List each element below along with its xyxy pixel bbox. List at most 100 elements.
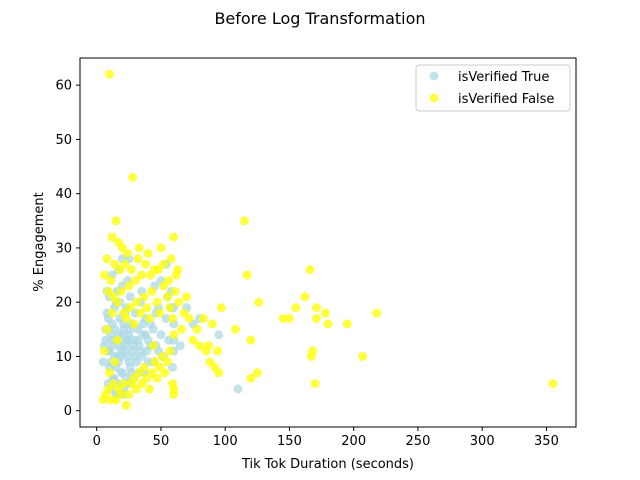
legend-frame xyxy=(415,64,571,112)
y-tick-label: 0 xyxy=(64,404,72,419)
data-point-isverified-false xyxy=(169,232,179,242)
data-point-isverified-false xyxy=(134,243,144,253)
data-point-isverified-false xyxy=(195,341,204,351)
data-point-isverified-false xyxy=(124,389,134,399)
data-point-isverified-false xyxy=(110,357,120,367)
data-point-isverified-false xyxy=(204,341,213,351)
data-point-isverified-false xyxy=(311,303,321,313)
data-point-isverified-false xyxy=(165,346,175,356)
data-point-isverified-false xyxy=(125,303,135,313)
data-point-isverified-false xyxy=(133,254,143,264)
x-tick-label: 300 xyxy=(470,434,495,449)
x-tick-label: 350 xyxy=(534,434,559,449)
data-point-isverified-false xyxy=(116,389,126,399)
data-point-isverified-false xyxy=(216,303,226,313)
legend-marker-isverified-true xyxy=(429,71,439,81)
legend-marker-isverified-false xyxy=(429,93,439,103)
data-point-isverified-false xyxy=(162,292,172,302)
data-point-isverified-false xyxy=(169,384,179,394)
data-point-isverified-false xyxy=(111,216,121,226)
data-point-isverified-false xyxy=(254,297,264,307)
x-axis-ticks: 0 50 100 150 200 250 300 350 xyxy=(93,427,559,449)
data-point-isverified-false xyxy=(135,308,145,318)
data-point-isverified-false xyxy=(300,292,310,302)
data-point-isverified-false xyxy=(207,319,217,329)
data-point-isverified-true xyxy=(101,335,111,345)
legend-label-isverified-true: isVerified True xyxy=(458,70,549,85)
data-point-isverified-true xyxy=(214,330,224,340)
data-point-isverified-true xyxy=(233,384,243,394)
x-tick-label: 200 xyxy=(341,434,366,449)
data-point-isverified-false xyxy=(123,248,133,258)
data-point-isverified-false xyxy=(132,297,142,307)
data-point-isverified-true xyxy=(135,346,145,356)
y-tick-label: 40 xyxy=(55,187,72,202)
data-point-isverified-false xyxy=(148,341,158,351)
data-point-isverified-false xyxy=(126,265,136,275)
data-point-isverified-false xyxy=(160,368,170,378)
data-point-isverified-false xyxy=(146,270,156,280)
data-point-isverified-false xyxy=(152,297,162,307)
data-point-isverified-false xyxy=(130,275,140,285)
data-point-isverified-false xyxy=(174,297,184,307)
data-point-isverified-false xyxy=(308,346,318,356)
data-point-isverified-false xyxy=(129,319,139,329)
data-point-isverified-false xyxy=(110,259,120,269)
data-point-isverified-true xyxy=(138,319,148,329)
data-point-isverified-false xyxy=(252,368,262,378)
data-point-isverified-false xyxy=(182,292,192,302)
x-tick-label: 0 xyxy=(93,434,101,449)
data-point-isverified-true xyxy=(161,313,171,323)
data-point-isverified-false xyxy=(342,319,352,329)
data-point-isverified-false xyxy=(305,265,315,275)
data-point-isverified-false xyxy=(166,254,176,264)
data-point-isverified-false xyxy=(320,308,330,318)
x-tick-label: 150 xyxy=(277,434,302,449)
y-axis-label: % Engagement xyxy=(32,192,47,291)
data-point-isverified-false xyxy=(112,335,122,345)
series-isverified-false xyxy=(98,69,558,410)
data-point-isverified-false xyxy=(102,324,112,334)
data-point-isverified-false xyxy=(124,281,134,291)
data-point-isverified-false xyxy=(107,232,117,242)
data-point-isverified-true xyxy=(156,330,166,340)
x-tick-label: 50 xyxy=(153,434,170,449)
data-point-isverified-false xyxy=(142,303,152,313)
data-point-isverified-false xyxy=(171,270,181,280)
x-tick-label: 100 xyxy=(213,434,238,449)
data-point-isverified-false xyxy=(184,313,194,323)
y-tick-label: 30 xyxy=(55,241,72,256)
data-point-isverified-false xyxy=(169,330,179,340)
y-tick-label: 60 xyxy=(55,79,72,94)
data-point-isverified-false xyxy=(246,373,256,383)
data-point-isverified-true xyxy=(120,346,130,356)
data-point-isverified-false xyxy=(164,275,174,285)
data-point-isverified-false xyxy=(116,286,126,296)
plot-area xyxy=(98,69,558,410)
data-point-isverified-false xyxy=(548,379,558,389)
data-point-isverified-false xyxy=(310,379,320,389)
data-point-isverified-false xyxy=(137,270,147,280)
data-point-isverified-false xyxy=(358,351,368,361)
data-point-isverified-false xyxy=(242,270,252,280)
data-point-isverified-false xyxy=(311,313,321,323)
data-point-isverified-false xyxy=(168,313,178,323)
data-point-isverified-false xyxy=(153,265,163,275)
data-point-isverified-false xyxy=(156,243,166,253)
data-point-isverified-false xyxy=(230,324,240,334)
data-point-isverified-true xyxy=(98,357,108,367)
data-point-isverified-false xyxy=(323,319,333,329)
data-point-isverified-false xyxy=(162,357,172,367)
data-point-isverified-false xyxy=(112,297,122,307)
data-point-isverified-false xyxy=(119,379,129,389)
data-point-isverified-false xyxy=(214,368,224,378)
data-point-isverified-false xyxy=(212,346,222,356)
data-point-isverified-false xyxy=(192,324,202,334)
legend: isVerified True isVerified False xyxy=(415,64,571,112)
chart-title: Before Log Transformation xyxy=(214,9,425,28)
x-tick-label: 250 xyxy=(406,434,431,449)
data-point-isverified-true xyxy=(125,292,135,302)
data-point-isverified-false xyxy=(105,69,115,79)
